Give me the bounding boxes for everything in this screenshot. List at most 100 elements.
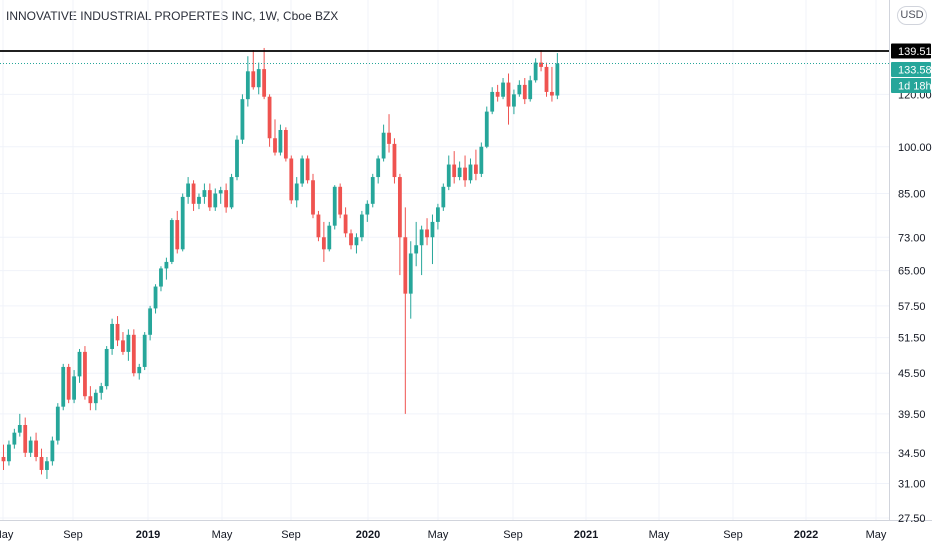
candle-body xyxy=(441,186,446,208)
candle-body xyxy=(436,207,440,222)
candle-body xyxy=(305,158,310,181)
candle xyxy=(316,210,321,242)
candle xyxy=(23,417,28,457)
candle xyxy=(17,413,22,437)
candle-body xyxy=(93,392,98,404)
candle xyxy=(72,370,76,404)
candle-body xyxy=(408,253,413,294)
candle-body xyxy=(294,183,299,201)
candle-body xyxy=(224,190,229,208)
candle-body xyxy=(522,84,527,100)
candle-body xyxy=(197,196,201,204)
candle xyxy=(300,155,305,187)
candle xyxy=(104,346,109,390)
countdown-badge-text: 1d 18h xyxy=(898,80,932,92)
candle xyxy=(414,221,419,267)
candle xyxy=(180,193,185,252)
candle-body xyxy=(419,229,424,246)
candle xyxy=(365,200,370,222)
candle-body xyxy=(321,237,326,250)
candle-body xyxy=(1,456,6,462)
candle xyxy=(343,207,348,238)
candle-body xyxy=(7,444,11,462)
candle xyxy=(218,186,223,204)
candle xyxy=(501,78,505,100)
candle-body xyxy=(17,424,22,433)
candle xyxy=(186,177,191,204)
candle-body xyxy=(506,82,511,107)
candle xyxy=(349,229,353,250)
candle xyxy=(354,233,359,254)
currency-button[interactable]: USD xyxy=(897,6,927,25)
price-tick-label: 31.00 xyxy=(898,479,926,491)
candle-body xyxy=(425,229,429,238)
candle-body xyxy=(397,177,402,238)
candle-body xyxy=(39,456,44,470)
candle xyxy=(311,173,315,219)
candle xyxy=(463,155,467,187)
candle xyxy=(229,173,234,210)
time-tick-label: May xyxy=(649,529,670,541)
candle-body xyxy=(77,351,82,377)
candle xyxy=(142,332,147,371)
time-tick-label: 2021 xyxy=(574,529,598,541)
candle xyxy=(430,214,435,265)
candle-body xyxy=(202,190,207,197)
candle xyxy=(370,173,375,208)
candle-body xyxy=(452,164,457,178)
candle xyxy=(245,56,250,107)
price-axis[interactable]: 120.00100.0085.0073.0065.0057.5051.5045.… xyxy=(898,89,932,525)
candle-body xyxy=(550,91,554,96)
candle xyxy=(55,403,60,445)
candle xyxy=(39,448,44,475)
candle xyxy=(191,180,196,211)
candle-body xyxy=(430,221,435,238)
candle xyxy=(224,183,229,213)
candle xyxy=(332,185,337,230)
candle-body xyxy=(61,366,66,407)
candle xyxy=(262,47,267,100)
candle xyxy=(490,87,495,115)
candle-body xyxy=(99,386,104,393)
candle xyxy=(207,183,212,211)
candle-body xyxy=(251,71,256,88)
resistance-price-badge-text: 139.51 xyxy=(898,46,932,58)
candle xyxy=(392,138,397,184)
candle-body xyxy=(343,214,348,234)
candle-body xyxy=(104,348,109,387)
candle-body xyxy=(403,237,408,294)
candle-body xyxy=(267,96,272,139)
candle xyxy=(441,183,446,211)
candle-body xyxy=(555,63,560,96)
candle xyxy=(468,158,473,184)
candle xyxy=(126,329,131,361)
candle-body xyxy=(23,424,28,453)
candle xyxy=(408,241,413,319)
candle-body xyxy=(72,376,76,400)
resistance-price-badge-bg xyxy=(891,43,931,59)
candle-body xyxy=(512,94,516,107)
candle xyxy=(327,221,332,252)
candle xyxy=(512,89,516,115)
candle-body xyxy=(495,91,500,97)
candle xyxy=(240,94,245,144)
time-tick-label: Sep xyxy=(503,529,523,541)
candle xyxy=(202,183,207,204)
candle-body xyxy=(387,132,391,144)
candle-body xyxy=(354,237,359,246)
candle-body xyxy=(539,62,543,67)
candle-body xyxy=(45,461,49,470)
candles xyxy=(1,47,560,479)
time-axis[interactable]: May Sep 2019 May Sep 2020 May Sep 2021 May Sep 2022… xyxy=(0,529,887,541)
candle-body xyxy=(115,323,120,341)
candle-body xyxy=(169,220,174,262)
price-tick-label: 34.50 xyxy=(898,448,926,460)
candle xyxy=(7,440,11,466)
candle xyxy=(283,127,288,162)
candle-body xyxy=(501,82,505,97)
candle-body xyxy=(142,334,147,367)
candle-body xyxy=(137,366,142,374)
candle-body xyxy=(131,334,136,374)
candle-body xyxy=(300,158,305,184)
